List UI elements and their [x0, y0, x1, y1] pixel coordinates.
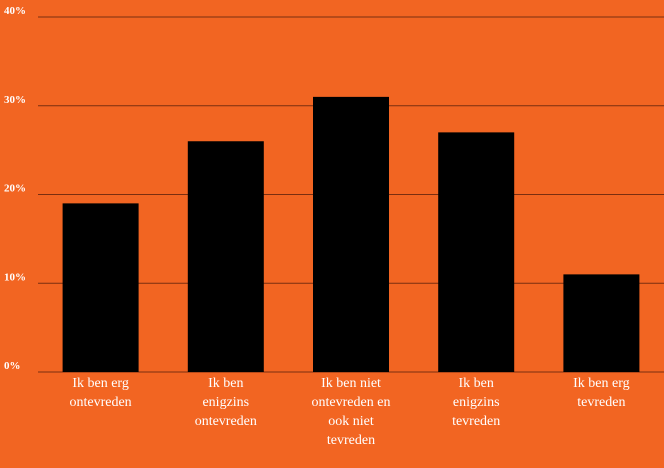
x-category-label-line: enigzins [452, 395, 500, 410]
bar [187, 141, 264, 372]
x-category-label-line: Ik ben [208, 376, 244, 391]
x-category-label: Ik ben erg ontevreden [46, 374, 156, 412]
y-tick-label: 20% [4, 183, 26, 195]
y-tick-label: 0% [4, 360, 21, 372]
bar [313, 96, 389, 372]
bars [62, 96, 640, 372]
y-axis-tick-labels: 0% 10% 20% 30% 40% [4, 5, 26, 372]
x-category-label-line: Ik ben [458, 376, 494, 391]
x-category-label: Ik ben enigzins tevreden [421, 374, 531, 431]
x-category-label-line: ontevreden [69, 395, 132, 410]
x-category-label-line: ontevreden [194, 414, 257, 429]
x-category-label-line: Ik ben erg [72, 376, 129, 391]
y-tick-label: 10% [4, 271, 26, 283]
x-category-label-line: tevreden [452, 414, 501, 429]
x-category-label-line: ook niet [328, 414, 374, 429]
x-category-label-line: Ik ben niet [321, 376, 381, 391]
bar [563, 274, 640, 372]
x-category-label: Ik ben niet ontevreden en ook niet tevreden [296, 374, 406, 450]
bar [438, 132, 515, 372]
y-tick-label: 30% [4, 94, 26, 106]
x-category-label: Ik ben enigzins ontevreden [171, 374, 281, 431]
x-category-label-line: tevreden [326, 433, 376, 448]
x-category-label-line: enigzins [202, 395, 250, 410]
y-tick-label: 40% [4, 5, 26, 17]
x-category-label: Ik ben erg tevreden [546, 374, 656, 412]
x-category-label-line: ontevreden en [311, 395, 391, 410]
x-category-label-line: Ik ben erg [573, 376, 630, 391]
bar [62, 203, 139, 372]
x-category-label-line: tevreden [577, 395, 626, 410]
